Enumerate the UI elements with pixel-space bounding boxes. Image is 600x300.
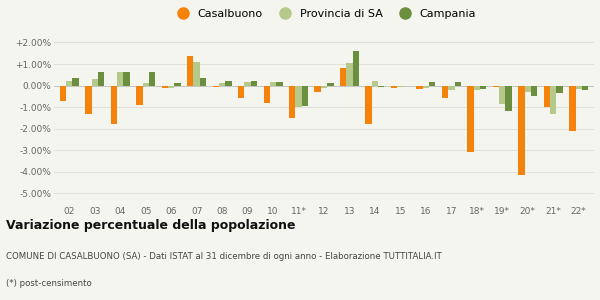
Bar [187, 56, 193, 86]
Text: COMUNE DI CASALBUONO (SA) - Dati ISTAT al 31 dicembre di ogni anno - Elaborazion: COMUNE DI CASALBUONO (SA) - Dati ISTAT a… [6, 252, 442, 261]
Bar [340, 68, 346, 86]
Bar [124, 71, 130, 85]
Bar [263, 85, 270, 103]
Text: Variazione percentuale della popolazione: Variazione percentuale della popolazione [6, 219, 296, 232]
Bar [575, 85, 582, 89]
Text: (*) post-censimento: (*) post-censimento [6, 279, 92, 288]
Bar [143, 83, 149, 85]
Bar [448, 85, 455, 90]
Bar [455, 82, 461, 85]
Bar [372, 81, 378, 86]
Bar [493, 85, 499, 87]
Bar [550, 85, 556, 113]
Bar [544, 85, 550, 107]
Bar [168, 85, 175, 88]
Bar [429, 82, 436, 85]
Bar [200, 78, 206, 85]
Bar [314, 85, 321, 92]
Bar [149, 71, 155, 85]
Bar [238, 85, 244, 98]
Bar [505, 85, 512, 111]
Legend: Casalbuono, Provincia di SA, Campania: Casalbuono, Provincia di SA, Campania [168, 4, 480, 23]
Bar [416, 85, 423, 89]
Bar [251, 81, 257, 86]
Bar [219, 83, 225, 85]
Bar [480, 85, 487, 89]
Bar [270, 82, 276, 85]
Bar [110, 85, 117, 124]
Bar [327, 83, 334, 85]
Bar [365, 85, 372, 124]
Bar [569, 85, 575, 131]
Bar [66, 81, 73, 86]
Bar [321, 85, 327, 88]
Bar [60, 85, 66, 100]
Bar [378, 85, 385, 87]
Bar [98, 71, 104, 85]
Bar [524, 85, 531, 92]
Bar [467, 85, 473, 152]
Bar [193, 62, 200, 86]
Bar [92, 79, 98, 85]
Bar [346, 63, 353, 86]
Bar [442, 85, 448, 98]
Bar [499, 85, 505, 104]
Bar [73, 78, 79, 85]
Bar [531, 85, 538, 96]
Bar [225, 81, 232, 86]
Bar [353, 51, 359, 86]
Bar [391, 85, 397, 88]
Bar [423, 85, 429, 88]
Bar [161, 85, 168, 88]
Bar [244, 82, 251, 85]
Bar [85, 85, 92, 113]
Bar [212, 85, 219, 87]
Bar [302, 85, 308, 106]
Bar [136, 85, 143, 105]
Bar [289, 85, 295, 118]
Bar [117, 71, 124, 85]
Bar [518, 85, 524, 175]
Bar [582, 85, 588, 90]
Bar [295, 85, 302, 107]
Bar [276, 82, 283, 85]
Bar [397, 85, 404, 87]
Bar [473, 85, 480, 90]
Bar [175, 83, 181, 85]
Bar [556, 85, 563, 93]
